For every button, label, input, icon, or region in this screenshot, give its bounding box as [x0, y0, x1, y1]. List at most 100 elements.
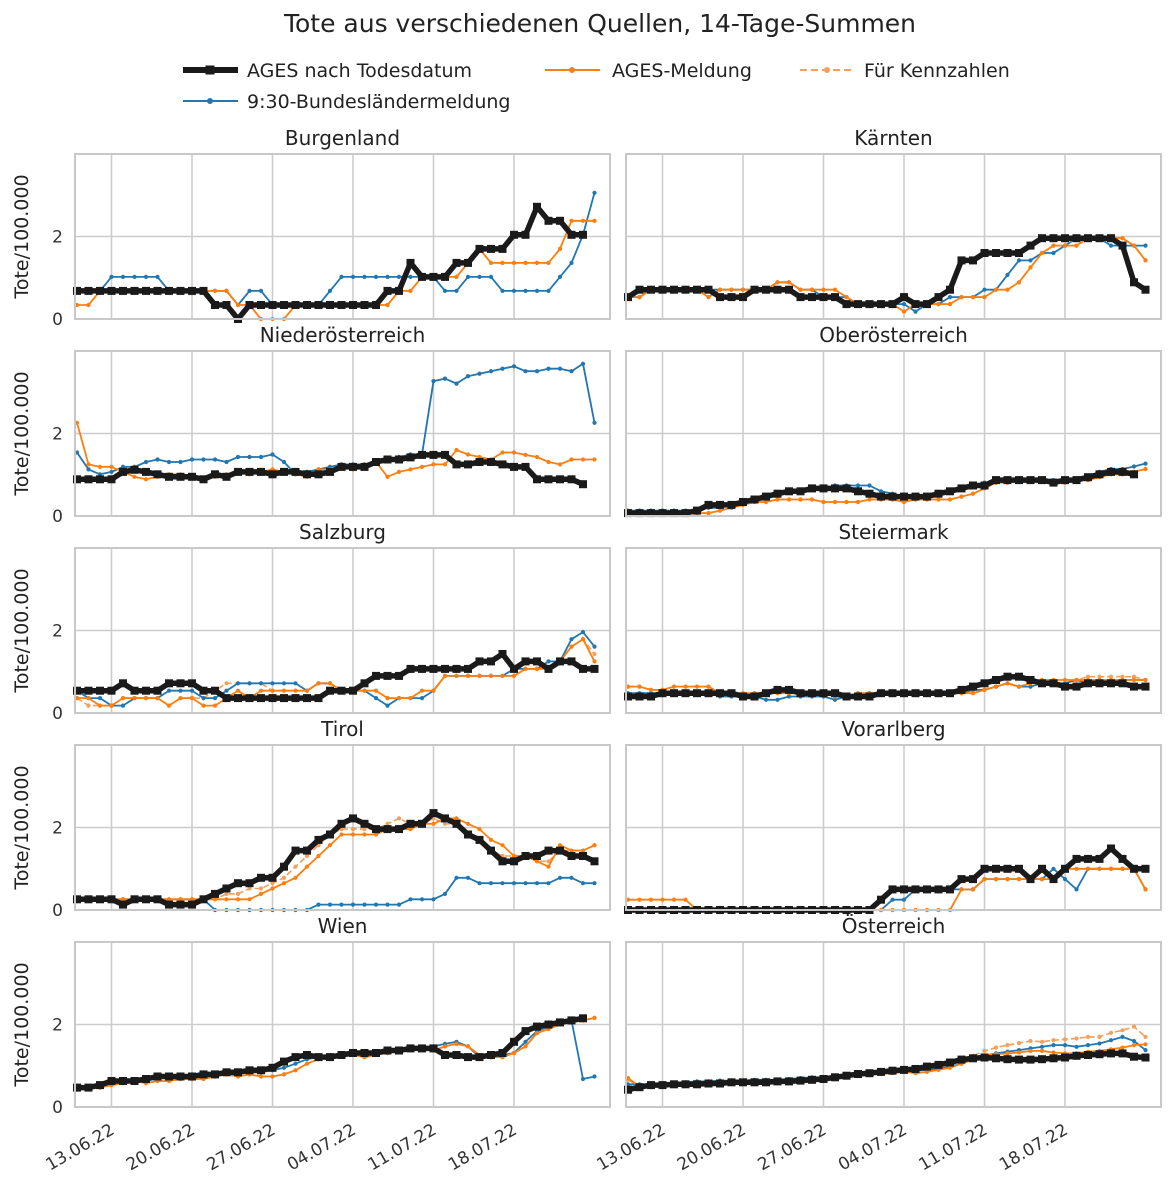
data-point — [475, 244, 484, 253]
data-point — [130, 465, 139, 474]
data-point — [383, 286, 392, 295]
data-point — [819, 484, 828, 493]
plot-frame — [74, 153, 611, 320]
data-point — [73, 286, 81, 295]
data-point — [775, 280, 780, 285]
data-point — [557, 366, 563, 371]
data-point — [580, 848, 586, 853]
data-point — [212, 288, 218, 293]
data-point — [464, 664, 472, 673]
data-point — [750, 1078, 759, 1087]
data-point — [442, 673, 448, 679]
data-point — [762, 689, 770, 698]
data-point — [464, 460, 472, 469]
data-point — [762, 1078, 770, 1087]
series-ages-tod-wien — [73, 1014, 587, 1092]
data-point — [408, 288, 413, 293]
data-point — [153, 286, 162, 295]
data-point — [844, 499, 849, 505]
data-point — [431, 897, 436, 902]
data-point — [660, 897, 665, 902]
panel-niederoesterreich: Niederösterreich 0 2 Tote/100.000 — [11, 323, 611, 527]
data-point — [166, 688, 172, 693]
data-point — [419, 897, 425, 902]
data-point — [1038, 864, 1046, 873]
data-point — [592, 457, 597, 462]
data-point — [84, 475, 93, 484]
data-point — [465, 274, 471, 279]
data-point — [982, 687, 987, 693]
legend-label-ages-tod: AGES nach Todesdatum — [247, 60, 472, 82]
data-point — [189, 897, 195, 902]
data-point — [212, 897, 218, 902]
data-point — [1084, 234, 1092, 243]
data-point — [523, 1044, 528, 1049]
data-point — [245, 694, 254, 703]
data-point — [452, 460, 461, 469]
data-point — [1028, 265, 1033, 270]
data-point — [199, 686, 208, 695]
data-point — [222, 694, 231, 703]
plot-frame — [74, 941, 611, 1108]
data-point — [773, 685, 782, 694]
data-point — [533, 657, 541, 666]
data-point — [385, 696, 390, 701]
data-point — [293, 875, 298, 880]
data-point — [1049, 1054, 1058, 1063]
data-point — [464, 258, 472, 267]
data-point — [234, 1068, 242, 1077]
data-point — [314, 835, 323, 844]
data-point — [592, 420, 597, 425]
data-point — [1005, 1051, 1010, 1056]
data-point — [303, 694, 311, 703]
data-point — [84, 895, 93, 904]
data-point — [637, 295, 642, 300]
x-tick-label: 13.06.22 — [42, 1120, 118, 1175]
data-point — [556, 657, 564, 666]
data-point — [247, 897, 252, 902]
data-point — [635, 1083, 644, 1092]
data-point — [567, 230, 576, 239]
data-point — [567, 475, 576, 484]
data-point — [992, 1054, 1000, 1063]
data-point — [716, 500, 724, 509]
data-point — [465, 673, 471, 679]
x-tick-label: 20.06.22 — [123, 1120, 199, 1175]
data-point — [291, 846, 300, 855]
data-point — [947, 1065, 953, 1070]
data-point — [521, 462, 530, 471]
series-ages-meld-salzburg — [74, 637, 597, 708]
data-point — [235, 681, 241, 686]
data-point — [694, 684, 700, 689]
data-point — [809, 497, 815, 502]
data-point — [189, 457, 195, 462]
data-point — [842, 484, 851, 493]
data-point — [303, 1051, 311, 1059]
data-point — [235, 897, 241, 902]
data-point — [1097, 1034, 1102, 1039]
data-point — [946, 487, 954, 496]
data-point — [293, 1068, 298, 1073]
legend-marker-kennzahlen — [824, 67, 830, 73]
data-point — [511, 450, 517, 455]
data-point — [475, 1053, 484, 1062]
data-point — [86, 302, 91, 308]
data-point — [717, 508, 723, 513]
data-point — [1084, 473, 1092, 482]
data-point — [385, 274, 390, 279]
data-point — [84, 686, 93, 695]
data-point — [270, 452, 275, 457]
data-point — [1143, 258, 1148, 263]
data-point — [763, 697, 769, 702]
series-line — [628, 237, 1147, 313]
data-point — [189, 696, 195, 701]
data-point — [1108, 243, 1114, 248]
data-point — [270, 681, 275, 686]
data-point — [1143, 677, 1148, 683]
data-point — [1072, 1051, 1081, 1060]
data-point — [1015, 249, 1023, 257]
data-point — [73, 686, 81, 695]
data-point — [546, 881, 551, 886]
data-point — [1107, 844, 1115, 853]
data-point — [511, 881, 517, 886]
